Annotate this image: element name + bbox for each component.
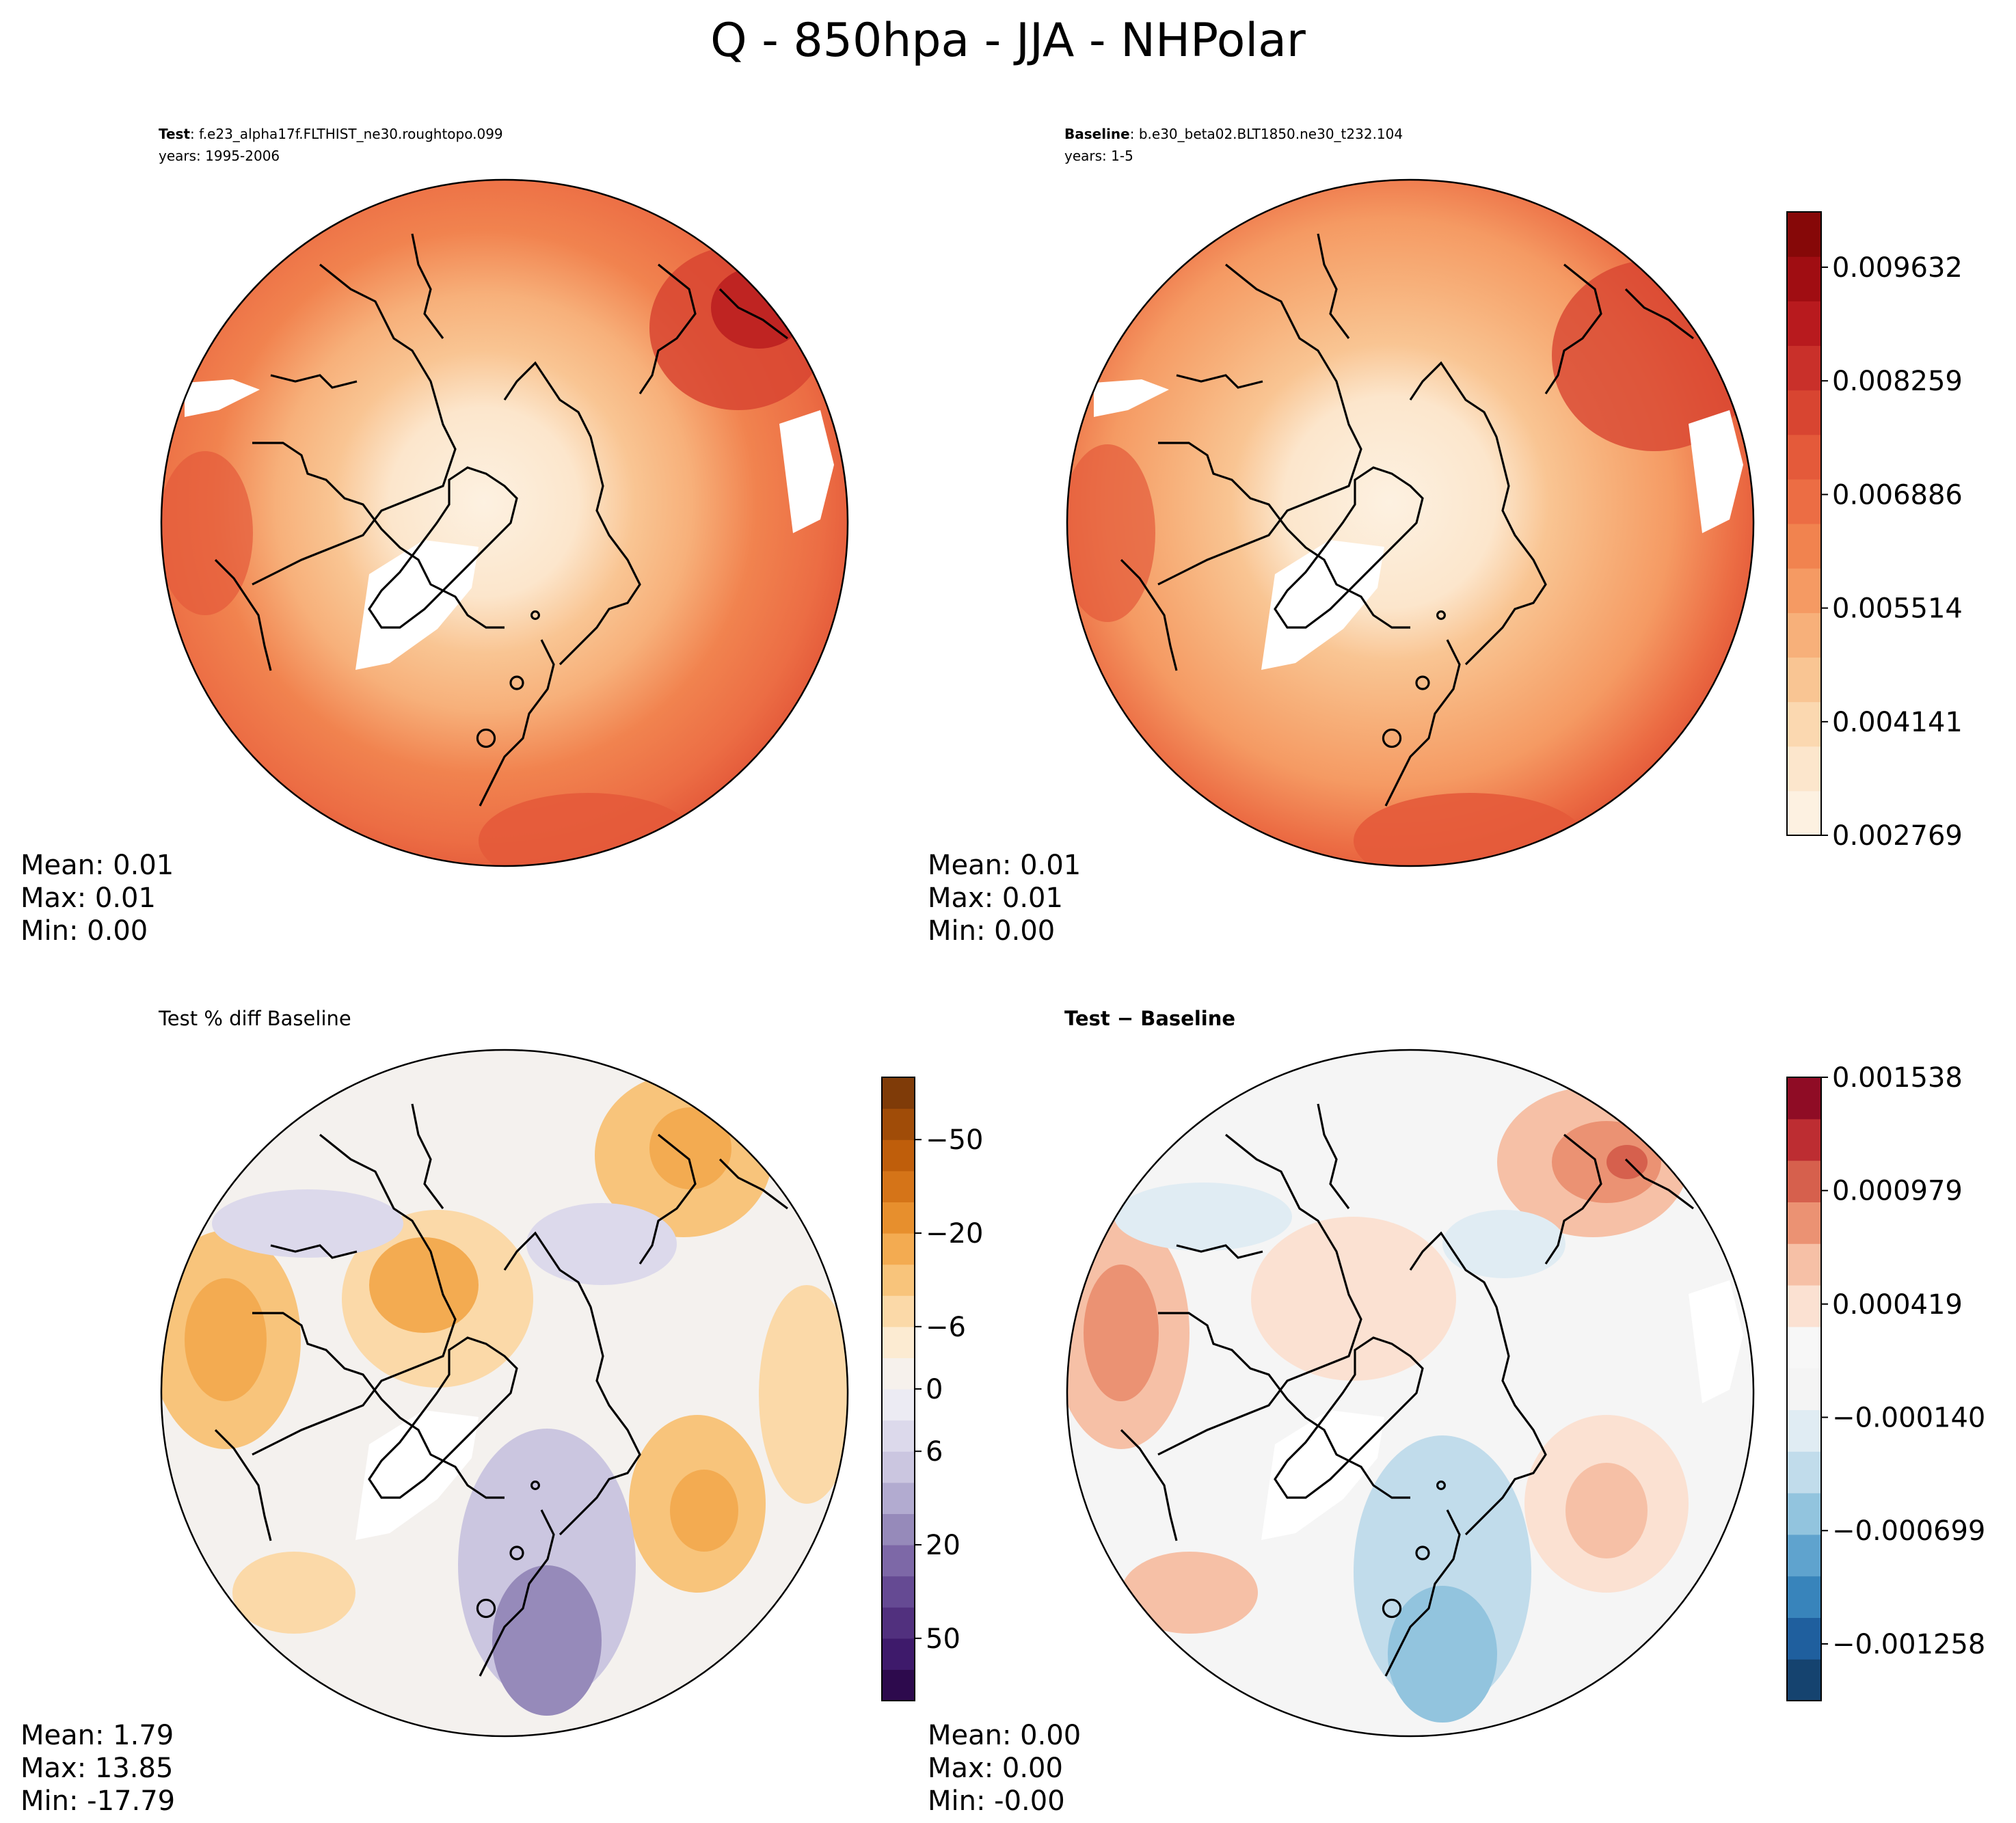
colorbar-diff-tick-label: −0.000699 [1832, 1515, 1985, 1547]
colorbar-diff-tick-label: −0.000140 [1832, 1403, 1985, 1434]
colorbar-diff-tick-label: 0.000419 [1832, 1289, 1963, 1321]
colorbar-diff-swatch [1787, 1243, 1821, 1285]
colorbar-diff-swatch [1787, 1409, 1821, 1451]
colorbar-baseline-swatch [1787, 435, 1821, 480]
figure-canvas: 0.009632 0.008259 0.006886 0.005514 0.004141… [0, 0, 2016, 1823]
colorbar-baseline-tick-label: 0.002769 [1832, 820, 1963, 852]
colorbar-baseline-swatch [1787, 791, 1821, 836]
colorbar-pctdiff-tick-label: 6 [926, 1436, 943, 1468]
test-map [157, 180, 848, 889]
colorbar-pctdiff-swatch [882, 1202, 915, 1233]
colorbar-diff-swatch [1787, 1327, 1821, 1368]
colorbar-pctdiff-swatch [882, 1358, 915, 1389]
colorbar-pctdiff-tick-label: 0 [926, 1374, 943, 1405]
colorbar-baseline-swatch [1787, 212, 1821, 257]
colorbar-baseline-swatch [1787, 612, 1821, 658]
colorbar-baseline-swatch [1787, 390, 1821, 435]
colorbar-baseline-tick-label: 0.006886 [1832, 479, 1963, 511]
colorbar-diff-swatch [1787, 1077, 1821, 1119]
colorbar-baseline-swatch [1787, 301, 1821, 346]
diff-map [1053, 1050, 1753, 1736]
colorbar-diff-swatch [1787, 1535, 1821, 1576]
baseline-map [1060, 180, 1757, 889]
colorbar-diff-tick-label: 0.000979 [1832, 1176, 1963, 1207]
colorbar-diff-swatch [1787, 1202, 1821, 1243]
colorbar-diff-tick-label: 0.001538 [1832, 1062, 1963, 1094]
colorbar-pctdiff-tick-label: −50 [926, 1124, 983, 1156]
colorbar-diff-swatch [1787, 1576, 1821, 1618]
colorbar-baseline-swatch [1787, 657, 1821, 702]
colorbar-baseline-tick-label: 0.004141 [1832, 707, 1963, 738]
colorbar-pctdiff-swatch [882, 1389, 915, 1420]
colorbar-pctdiff-swatch [882, 1077, 915, 1109]
colorbar-baseline-swatch [1787, 256, 1821, 301]
colorbar-diff-swatch [1787, 1161, 1821, 1202]
colorbar-diff-swatch [1787, 1285, 1821, 1327]
colorbar-baseline-tick-label: 0.009632 [1832, 252, 1963, 284]
colorbar-pctdiff-swatch [882, 1265, 915, 1296]
colorbar-pctdiff-tick-label: 20 [926, 1530, 960, 1561]
colorbar-diff-swatch [1787, 1368, 1821, 1410]
colorbar-baseline-tick-label: 0.005514 [1832, 593, 1963, 625]
colorbar-baseline-swatch [1787, 746, 1821, 792]
colorbar-diff-tick-label: −0.001258 [1832, 1629, 1985, 1660]
colorbar-pctdiff-swatch [882, 1139, 915, 1171]
colorbar-baseline-tick-label: 0.008259 [1832, 366, 1963, 397]
colorbar-diff-swatch [1787, 1659, 1821, 1701]
colorbar-pctdiff-swatch [882, 1545, 915, 1576]
colorbar-diff-swatch [1787, 1451, 1821, 1493]
colorbar-baseline-swatch [1787, 702, 1821, 747]
colorbar-pctdiff-swatch [882, 1483, 915, 1514]
colorbar-diff-swatch [1787, 1617, 1821, 1659]
colorbar-pctdiff-swatch [882, 1669, 915, 1701]
colorbar-baseline-swatch [1787, 524, 1821, 569]
colorbar-baseline-swatch [1787, 479, 1821, 524]
colorbar-pctdiff-tick-label: −20 [926, 1218, 983, 1250]
colorbar-diff-swatch [1787, 1493, 1821, 1535]
colorbar-pctdiff-swatch [882, 1295, 915, 1327]
colorbar-pctdiff-swatch [882, 1451, 915, 1483]
colorbar-pctdiff-swatch [882, 1576, 915, 1608]
colorbar-pctdiff-swatch [882, 1420, 915, 1452]
colorbar-baseline-swatch [1787, 568, 1821, 613]
colorbar-baseline-swatch [1787, 345, 1821, 390]
colorbar-pctdiff-swatch [882, 1607, 915, 1638]
colorbar-pctdiff-swatch [882, 1233, 915, 1265]
colorbar-pctdiff-swatch [882, 1171, 915, 1202]
colorbar-pctdiff-tick-label: −6 [926, 1312, 966, 1343]
colorbar-pctdiff-swatch [882, 1327, 915, 1358]
colorbar-diff-swatch [1787, 1119, 1821, 1161]
colorbar-pctdiff-swatch [882, 1638, 915, 1670]
colorbar-pctdiff-swatch [882, 1109, 915, 1140]
colorbar-pctdiff-tick-label: 50 [926, 1623, 960, 1655]
colorbar-pctdiff-swatch [882, 1513, 915, 1545]
